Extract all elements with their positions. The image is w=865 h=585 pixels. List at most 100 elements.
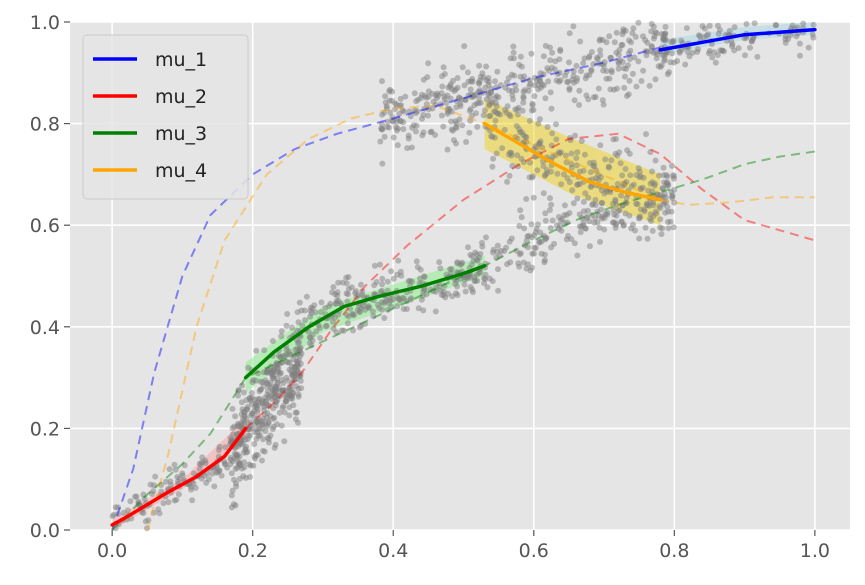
scatter-point-1502	[529, 173, 536, 180]
scatter-point-733	[472, 277, 479, 284]
scatter-point-86	[166, 466, 173, 473]
scatter-point-1440	[608, 157, 615, 164]
scatter-point-77	[150, 509, 157, 516]
scatter-point-475	[297, 377, 304, 384]
scatter-point-738	[469, 286, 476, 293]
scatter-point-785	[521, 225, 528, 232]
scatter-point-1226	[439, 83, 446, 90]
scatter-point-487	[277, 354, 284, 361]
scatter-point-843	[495, 266, 501, 273]
scatter-point-746	[477, 251, 484, 257]
scatter-point-1337	[613, 29, 620, 36]
scatter-point-1608	[557, 149, 564, 156]
scatter-point-141	[278, 422, 285, 429]
scatter-point-477	[277, 371, 284, 377]
scatter-point-1718	[726, 27, 733, 34]
scatter-point-1543	[572, 132, 578, 139]
scatter-point-1561	[669, 193, 676, 200]
scatter-point-644	[358, 281, 364, 288]
legend-box	[82, 34, 249, 200]
scatter-point-1731	[716, 26, 723, 33]
scatter-point-1482	[643, 131, 649, 138]
scatter-point-1587	[522, 133, 529, 140]
scatter-point-431	[292, 409, 299, 416]
scatter-point-231	[257, 378, 264, 385]
scatter-point-1558	[594, 208, 601, 215]
y-tick-label-4: 0.8	[30, 114, 60, 136]
scatter-point-1252	[463, 139, 470, 145]
scatter-point-1592	[612, 150, 619, 157]
scatter-point-501	[259, 418, 266, 425]
scatter-point-96	[160, 500, 167, 507]
scatter-point-1210	[389, 88, 396, 95]
scatter-point-1649	[797, 52, 803, 59]
scatter-point-305	[281, 438, 288, 445]
scatter-point-120	[202, 460, 209, 466]
scatter-point-1563	[490, 155, 497, 162]
scatter-point-505	[272, 363, 279, 370]
scatter-point-1623	[593, 167, 600, 174]
scatter-point-976	[660, 193, 667, 200]
scatter-point-1590	[633, 172, 640, 179]
scatter-point-1470	[568, 150, 575, 157]
scatter-point-1628	[626, 150, 633, 157]
scatter-point-1154	[440, 64, 447, 71]
scatter-point-1633	[628, 225, 635, 232]
legend: mu_1 mu_2 mu_3 mu_4	[82, 34, 249, 200]
scatter-point-764	[308, 310, 315, 317]
scatter-point-1060	[390, 134, 397, 141]
scatter-point-470	[265, 418, 272, 425]
scatter-point-457	[253, 377, 259, 384]
scatter-point-590	[348, 284, 355, 291]
scatter-point-1296	[535, 86, 542, 93]
scatter-point-1295	[397, 95, 404, 102]
scatter-point-1689	[742, 52, 748, 59]
scatter-point-252	[229, 487, 236, 494]
scatter-point-880	[586, 218, 593, 225]
scatter-point-1398	[486, 102, 493, 109]
scatter-point-1029	[577, 38, 584, 45]
scatter-point-1562	[520, 159, 527, 166]
scatter-point-517	[267, 413, 274, 420]
scatter-point-512	[245, 364, 252, 371]
scatter-point-1218	[638, 78, 645, 84]
scatter-point-1498	[610, 219, 617, 226]
scatter-point-1611	[539, 144, 546, 151]
scatter-point-234	[276, 409, 283, 416]
scatter-point-312	[295, 419, 301, 426]
scatter-point-1420	[540, 163, 547, 169]
scatter-point-1323	[635, 19, 642, 26]
scatter-point-1094	[492, 117, 499, 124]
scatter-point-1626	[499, 145, 506, 152]
scatter-point-1264	[510, 49, 517, 56]
scatter-point-697	[432, 288, 439, 295]
scatter-point-1676	[712, 59, 719, 66]
scatter-point-854	[577, 229, 584, 236]
x-tick-label-2: 0.4	[378, 540, 408, 562]
scatter-point-114	[175, 491, 182, 498]
scatter-point-1197	[502, 84, 509, 91]
scatter-point-1694	[782, 32, 789, 39]
x-tick-label-5: 1.0	[800, 540, 830, 562]
scatter-point-47	[147, 481, 154, 488]
mu_2-solid-line	[110, 426, 248, 527]
scatter-point-1621	[573, 155, 580, 162]
scatter-point-1156	[451, 88, 458, 94]
scatter-point-458	[295, 319, 302, 326]
scatter-point-402	[283, 398, 290, 405]
scatter-point-1123	[547, 57, 554, 64]
scatter-point-1324	[542, 95, 549, 102]
scatter-point-1030	[525, 87, 532, 94]
scatter-point-474	[242, 445, 249, 452]
scatter-point-1288	[503, 79, 510, 86]
scatter-point-1058	[432, 132, 439, 138]
scatter-point-726	[396, 296, 403, 303]
scatter-point-1000	[528, 50, 535, 57]
scatter-point-1585	[576, 181, 583, 187]
scatter-point-1298	[540, 82, 547, 89]
scatter-point-1111	[407, 113, 414, 120]
scatter-point-1045	[387, 109, 394, 116]
scatter-point-1222	[650, 35, 657, 42]
scatter-point-1002	[440, 123, 447, 130]
scatter-point-959	[586, 243, 593, 250]
